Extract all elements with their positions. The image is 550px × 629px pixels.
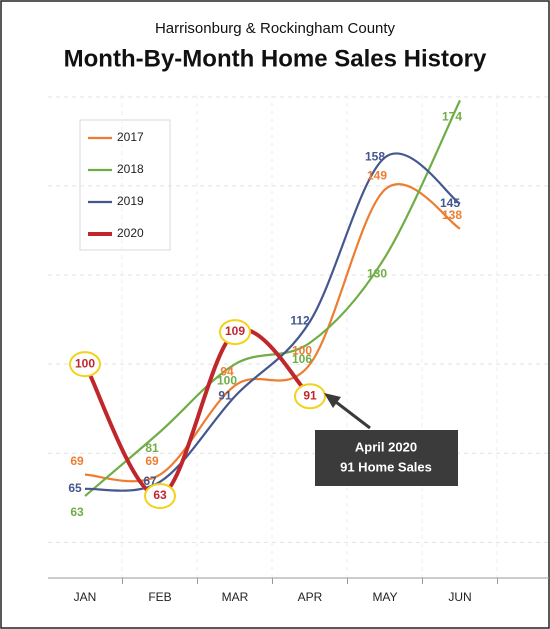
x-tick-label: APR [298, 590, 323, 604]
data-label: 65 [68, 481, 82, 495]
data-label: 112 [290, 314, 310, 328]
data-label: 63 [153, 488, 167, 502]
data-label: 81 [145, 441, 159, 455]
series-line [83, 327, 312, 499]
chart-subtitle: Harrisonburg & Rockingham County [155, 20, 396, 37]
legend-label: 2018 [117, 162, 144, 176]
annotation-text: April 2020 [355, 439, 417, 454]
legend-box [79, 119, 171, 251]
data-label: 130 [367, 266, 387, 280]
data-label: 91 [218, 388, 232, 402]
data-label: 149 [367, 169, 387, 183]
annotation-arrow [331, 397, 371, 430]
legend-label: 2020 [117, 226, 144, 240]
data-label: 100 [217, 373, 237, 387]
data-label: 100 [292, 343, 312, 357]
data-label: 106 [292, 352, 312, 366]
data-label: 109 [225, 324, 245, 338]
legend-label: 2017 [117, 130, 144, 144]
x-tick-label: MAY [372, 590, 397, 604]
data-label: 158 [365, 150, 385, 164]
x-tick-label: JUN [448, 590, 471, 604]
data-label: 174 [442, 110, 462, 124]
data-label: 138 [442, 208, 462, 222]
data-label: 145 [440, 196, 460, 210]
series-line [84, 99, 461, 497]
series-line [84, 152, 461, 492]
chart-title: Month-By-Month Home Sales History [64, 45, 487, 72]
data-label: 94 [220, 365, 234, 379]
data-label: 63 [70, 505, 84, 519]
annotation-arrowhead [324, 393, 341, 408]
data-label: 100 [75, 356, 95, 370]
highlight-circle [294, 383, 326, 410]
x-tick-label: JAN [74, 590, 97, 604]
annotation-text: 91 Home Sales [340, 459, 432, 474]
annotation-box [315, 430, 458, 486]
series-line [84, 183, 461, 483]
x-tick-label: MAR [222, 590, 249, 604]
legend-label: 2019 [117, 194, 144, 208]
data-label: 69 [145, 454, 159, 468]
data-label: 91 [303, 388, 317, 402]
highlight-circle [219, 319, 251, 346]
highlight-circle [144, 483, 176, 510]
data-label: 69 [70, 454, 84, 468]
highlight-circle [69, 351, 101, 378]
x-tick-label: FEB [148, 590, 171, 604]
